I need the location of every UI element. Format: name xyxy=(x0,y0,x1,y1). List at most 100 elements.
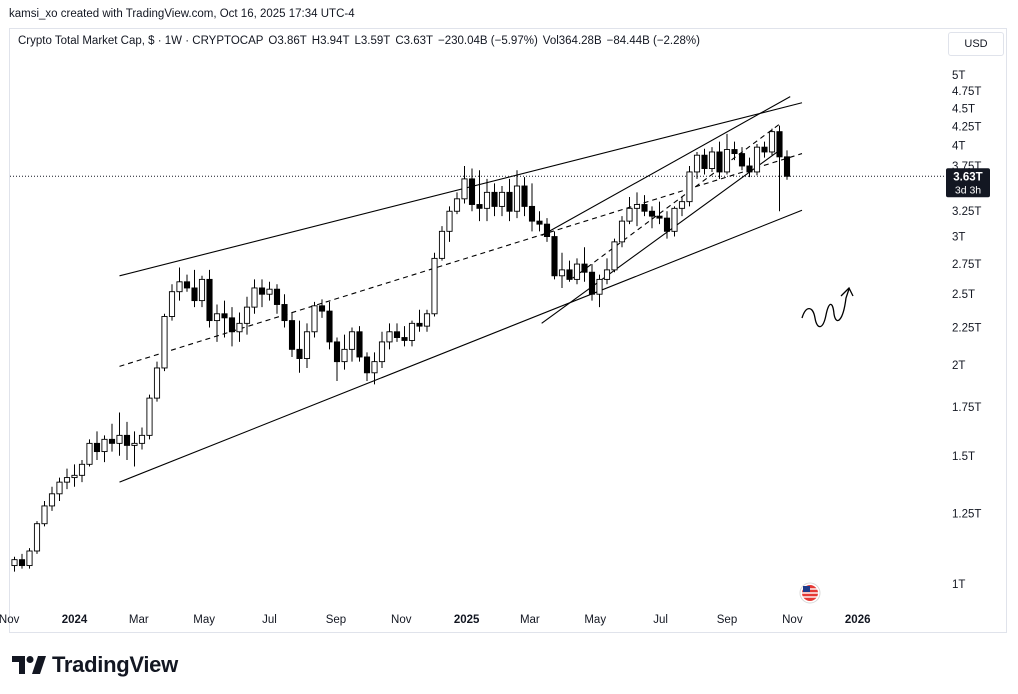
candle-body xyxy=(506,191,513,212)
candle-body xyxy=(303,331,311,359)
candle-body xyxy=(701,154,708,169)
candle-body xyxy=(746,165,753,173)
legend-volume-change: −84.44B (−2.28%) xyxy=(606,35,700,47)
candle-body xyxy=(723,149,731,173)
candle-body xyxy=(63,477,71,483)
currency-button[interactable]: USD xyxy=(948,32,1004,56)
candle-body xyxy=(11,559,18,567)
candle-body xyxy=(251,287,258,308)
candle-body xyxy=(258,287,266,295)
y-tick-label: 1.75T xyxy=(952,402,981,414)
candle-body xyxy=(431,257,438,315)
legend-close: C3.63T xyxy=(395,35,434,47)
last-price-label: 3.63T xyxy=(953,171,982,183)
candle-body xyxy=(86,442,93,465)
candle-body xyxy=(551,236,558,277)
candle-body xyxy=(438,230,446,259)
x-tick-label: Nov xyxy=(391,614,412,626)
candle-body xyxy=(543,223,551,238)
candle-body xyxy=(198,278,206,302)
wide-channel-lower-line xyxy=(119,209,803,483)
candle-body xyxy=(123,434,131,446)
candle-body xyxy=(633,204,641,209)
candle-body xyxy=(48,493,56,507)
legend-open: O3.86T xyxy=(268,35,307,47)
candle-body xyxy=(423,313,431,327)
candle-body xyxy=(116,434,123,444)
candle-body xyxy=(138,434,146,444)
candle-body xyxy=(161,316,168,369)
candle-body xyxy=(26,550,33,567)
wide-channel-mid-dashed-line xyxy=(119,153,803,367)
x-tick-label: Mar xyxy=(129,614,149,626)
y-tick-label: 2.75T xyxy=(952,259,981,271)
candle-body xyxy=(191,287,198,302)
candle-body xyxy=(648,210,656,217)
candle-body xyxy=(513,185,521,212)
candle-body xyxy=(731,149,738,155)
x-tick-label: 2024 xyxy=(62,614,88,626)
candle-body xyxy=(468,178,476,205)
candle-body xyxy=(498,191,506,207)
projection-squiggle xyxy=(801,288,850,328)
candle-body xyxy=(678,201,686,209)
candle-body xyxy=(273,288,281,305)
candle-body xyxy=(483,191,491,209)
candle-body xyxy=(281,304,288,322)
y-tick-label: 4.75T xyxy=(952,86,981,98)
bar-countdown-label: 3d 3h xyxy=(955,184,981,196)
candle-body xyxy=(558,269,566,277)
y-tick-label: 4.5T xyxy=(952,103,975,115)
y-tick-label: 3T xyxy=(952,232,965,244)
x-tick-label: May xyxy=(193,614,215,626)
y-tick-label: 1T xyxy=(952,579,965,591)
candle-body xyxy=(348,331,356,350)
candle-body xyxy=(318,305,326,312)
candle-body xyxy=(408,322,416,341)
candle-body xyxy=(783,156,791,177)
candle-body xyxy=(476,204,483,209)
wide-channel-upper-line xyxy=(119,102,803,277)
candle-body xyxy=(768,131,776,153)
candle-body xyxy=(693,154,701,173)
candle-body xyxy=(401,337,408,341)
legend-symbol[interactable]: Crypto Total Market Cap, $ · 1W · CRYPTO… xyxy=(18,35,264,47)
candle-body xyxy=(611,241,618,271)
candle-body xyxy=(536,220,543,225)
candle-body xyxy=(206,278,213,322)
candle-body xyxy=(761,146,768,153)
candle-body xyxy=(753,146,761,173)
candle-body xyxy=(183,281,191,289)
candle-body xyxy=(18,559,26,567)
y-tick-label: 3.25T xyxy=(952,206,981,218)
candle-body xyxy=(288,320,296,350)
candle-body xyxy=(461,178,468,200)
projection-arrowhead xyxy=(840,286,854,297)
candle-body xyxy=(776,131,783,158)
last-price-badge xyxy=(946,168,990,198)
symbol-legend: Crypto Total Market Cap, $ · 1W · CRYPTO… xyxy=(18,35,705,47)
candle-body xyxy=(618,220,626,243)
candle-body xyxy=(326,310,333,343)
y-tick-label: 4.25T xyxy=(952,121,981,133)
candle-body xyxy=(641,204,648,212)
candle-body xyxy=(453,198,461,212)
us-flag-canton xyxy=(803,586,810,592)
legend-volume: Vol364.28B xyxy=(542,35,602,47)
candle-body xyxy=(341,348,348,363)
candle-body xyxy=(363,356,371,374)
candle-body xyxy=(671,207,678,232)
candle-body xyxy=(33,523,41,552)
candle-body xyxy=(378,341,386,363)
tradingview-logo-icon xyxy=(12,656,46,674)
candle-body xyxy=(656,215,663,219)
candle-body xyxy=(243,306,251,324)
y-tick-label: 2.25T xyxy=(952,323,981,335)
candle-body xyxy=(153,367,161,399)
y-tick-label: 1.5T xyxy=(952,451,975,463)
candle-body xyxy=(93,442,101,453)
candle-body xyxy=(101,438,108,453)
x-tick-label: Mar xyxy=(520,614,540,626)
candle-body xyxy=(626,207,633,222)
